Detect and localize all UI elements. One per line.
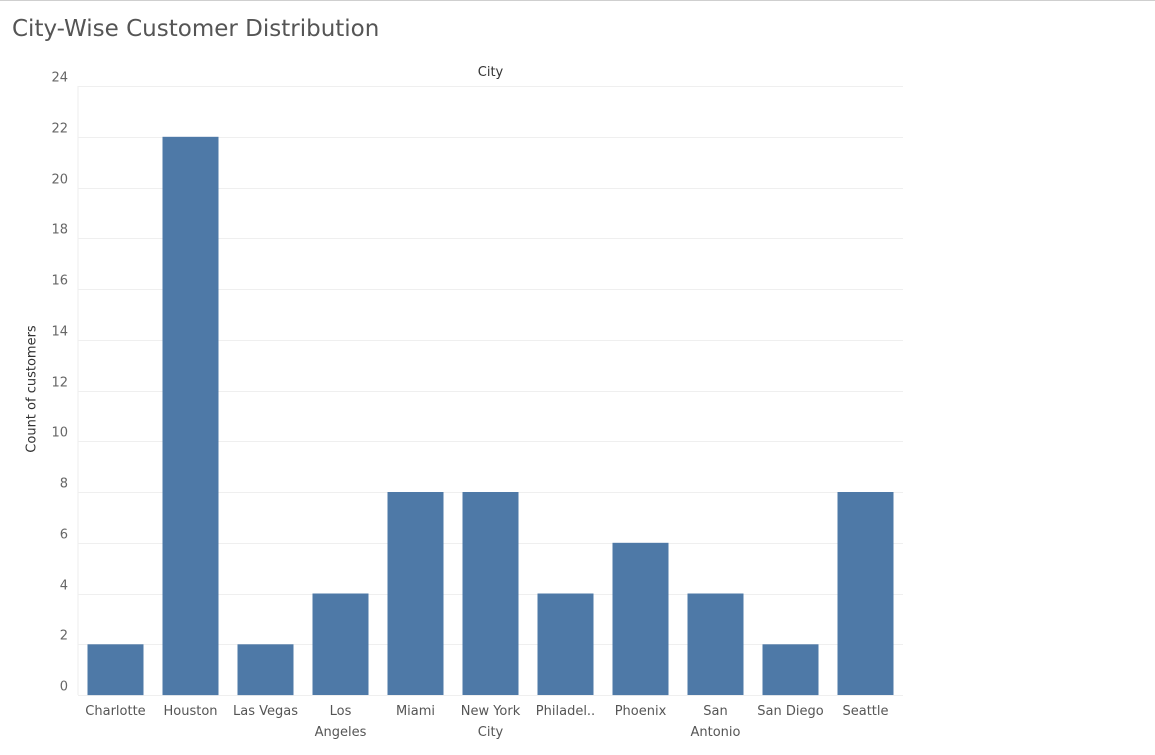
x-axis-labels: Charlotte Houston Las Vegas Los Angeles Miami… [85,704,888,740]
y-tick-label: 0 [60,680,68,695]
bar-seattle[interactable] [837,492,894,695]
x-category-label: Philadel.. [536,704,595,719]
y-tick-label: 12 [51,376,68,391]
bar-san-antonio[interactable] [687,593,744,696]
y-tick-label: 18 [51,223,68,238]
bar-new-york-city[interactable] [462,492,519,695]
bar-houston[interactable] [162,136,219,696]
y-tick-label: 16 [51,274,68,289]
bar-las-vegas[interactable] [237,644,294,696]
x-category-label: San Diego [757,704,823,719]
x-category-label: Los Angeles [315,704,367,740]
bar-phoenix[interactable] [612,542,669,696]
bar-philadel[interactable] [537,593,594,696]
y-tick-label: 14 [51,325,68,340]
top-divider [0,0,1155,1]
x-category-label: New York City [461,704,521,740]
x-category-label: Charlotte [85,704,145,719]
y-tick-label: 20 [51,173,68,188]
x-category-label: Phoenix [615,704,667,719]
y-tick-label: 6 [60,528,68,543]
y-tick-label: 8 [60,477,68,492]
y-tick-label: 2 [60,629,68,644]
y-tick-label: 24 [51,71,68,86]
column-header-city: City [477,65,504,80]
y-tick-label: 4 [60,579,68,594]
x-category-label: Las Vegas [233,704,298,719]
y-tick-label: 10 [51,426,68,441]
bar-san-diego[interactable] [762,644,819,696]
x-category-label: Miami [396,704,435,719]
x-category-label: Seattle [842,704,888,719]
worksheet-title: City-Wise Customer Distribution [12,16,380,42]
bar-los-angeles[interactable] [312,593,369,696]
y-tick-label: 22 [51,122,68,137]
bars [87,136,894,696]
x-category-label: San Antonio [691,704,741,740]
bar-charlotte[interactable] [87,644,144,696]
bar-miami[interactable] [387,492,444,695]
x-category-label: Houston [163,704,217,719]
